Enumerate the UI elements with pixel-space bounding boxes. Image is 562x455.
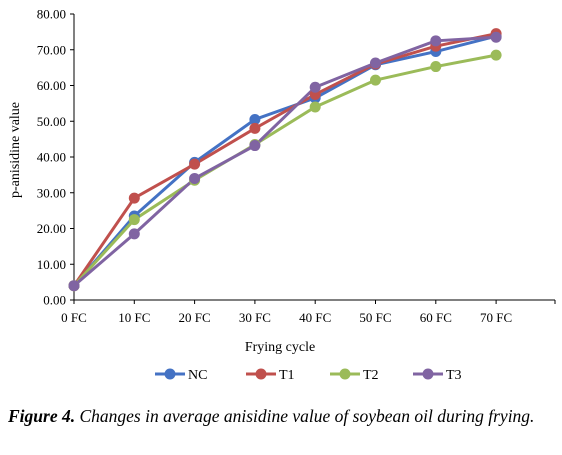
legend-marker-t1 [255,368,267,380]
y-tick-label: 50.00 [37,114,66,129]
y-tick-label: 20.00 [37,221,66,236]
legend: NC T1 T2 T3 [155,368,462,383]
legend-marker-t3 [422,368,434,380]
y-tick-labels: 0.00 10.00 20.00 30.00 40.00 50.00 60.00 70.00 8… [37,7,66,308]
legend-marker-t2 [339,368,351,380]
x-tick-label: 40 FC [299,310,331,325]
data-point-t1 [128,192,140,204]
x-tick-label: 30 FC [239,310,271,325]
x-tick-labels: 0 FC 10 FC 20 FC 30 FC 40 FC 50 FC 60 FC 70 FC [61,310,512,325]
data-point-nc [249,113,261,125]
legend-label-t3: T3 [446,368,462,383]
figure-caption: Figure 4. Changes in average anisidine v… [8,406,556,427]
data-point-t1 [249,122,261,134]
y-axis-label: p-anisidine value [8,102,23,198]
data-point-t2 [370,74,381,86]
data-point-t1 [189,158,201,170]
data-point-t2 [490,49,502,61]
series-line-nc [72,34,497,287]
series-line-t1 [72,32,497,287]
legend-marker-nc [164,368,176,380]
y-tick-label: 60.00 [37,78,66,93]
data-point-t3 [128,228,140,240]
x-axis-label: Frying cycle [245,340,315,355]
x-tick-label: 60 FC [420,310,452,325]
x-tick-label: 70 FC [480,310,512,325]
legend-item-t2: T2 [330,368,379,383]
figure-caption-label: Figure 4. [8,406,76,426]
y-tick-label: 30.00 [37,185,66,200]
legend-item-t1: T1 [246,368,295,383]
x-tick-label: 0 FC [61,310,87,325]
data-point-t3 [68,280,80,292]
line-chart: 0.00 10.00 20.00 30.00 40.00 50.00 60.00 70.00 8… [8,7,556,383]
data-point-t3 [490,31,502,43]
y-tick-label: 0.00 [43,293,66,308]
legend-label-t1: T1 [279,368,295,383]
y-tick-label: 10.00 [37,257,66,272]
chart-axes [70,13,556,304]
legend-label-t2: T2 [363,368,379,383]
data-point-t2 [430,61,442,73]
y-tick-label: 80.00 [37,7,66,22]
series-line-t2 [72,53,497,287]
data-point-t2 [309,101,321,113]
series-lines [72,32,497,287]
data-point-t3 [370,57,381,69]
y-tick-label: 40.00 [37,150,66,165]
x-tick-label: 10 FC [118,310,150,325]
data-point-t3 [249,140,261,152]
legend-label-nc: NC [188,368,207,383]
data-point-t3 [430,35,442,47]
x-tick-label: 20 FC [179,310,211,325]
data-point-t3 [189,172,201,184]
series-points [68,28,502,292]
figure-caption-text: Changes in average anisidine value of so… [79,406,535,426]
legend-item-t3: T3 [413,368,462,383]
x-tick-label: 50 FC [359,310,391,325]
legend-item-nc: NC [155,368,207,383]
data-point-t3 [309,81,321,93]
data-point-t2 [128,214,140,226]
series-line-t3 [73,35,497,287]
y-tick-label: 70.00 [37,42,66,57]
